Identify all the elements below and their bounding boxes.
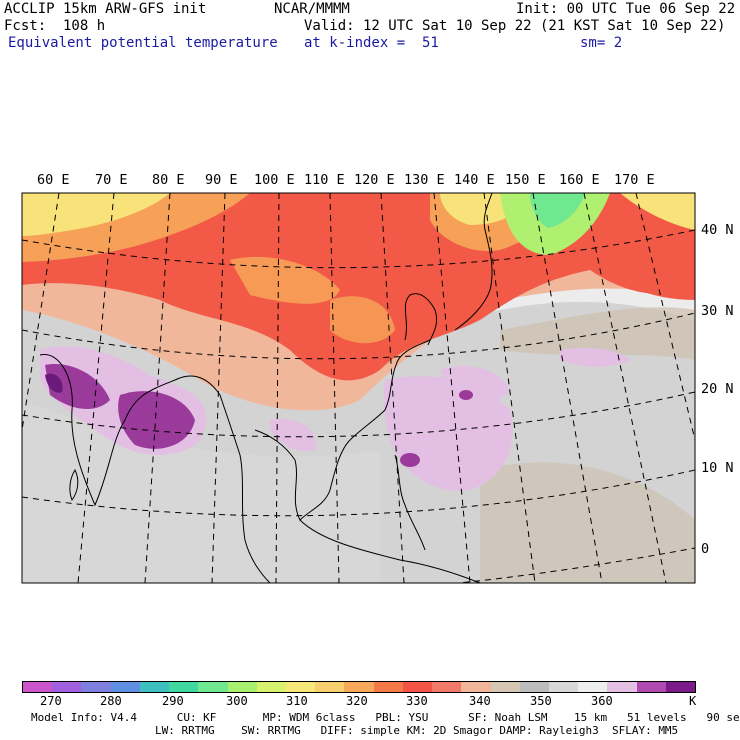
tan-band [500, 307, 695, 360]
meridian [635, 193, 695, 441]
coastline-japan [454, 193, 493, 331]
colorbar-swatch [285, 682, 316, 692]
colorbar-swatch [23, 682, 53, 692]
colorbar-label: 300 [226, 694, 248, 708]
colorbar-swatch [636, 682, 666, 692]
lon-label: 90 E [205, 172, 238, 188]
meridian [583, 193, 667, 583]
meridian [22, 193, 60, 431]
yellow-region [22, 193, 170, 236]
coastline-philippines [394, 454, 426, 551]
graticule [22, 193, 695, 583]
colorbar-swatch [665, 682, 696, 692]
typhoon-core [459, 390, 473, 400]
smoothing-label: sm= 2 [580, 35, 623, 51]
lon-label: 170 E [614, 172, 655, 188]
magenta-region [118, 391, 195, 449]
colorbar-swatch [198, 682, 228, 692]
typhoon-core [400, 453, 420, 467]
colorbar-swatch [490, 682, 520, 692]
lon-label: 120 E [354, 172, 395, 188]
lat-label: 10 N [701, 460, 734, 476]
coastline-maritime [299, 519, 481, 583]
lat-label: 30 N [701, 303, 734, 319]
colorbar-swatch [110, 682, 140, 692]
lon-label: 150 E [505, 172, 546, 188]
gray-band [22, 400, 380, 583]
colorbar-swatch [402, 682, 433, 692]
lon-label: 70 E [95, 172, 128, 188]
colorbar-swatch [548, 682, 579, 692]
colorbar [22, 681, 696, 693]
colorbar-swatch [169, 682, 199, 692]
colorbar-label: 310 [286, 694, 308, 708]
coastlines [39, 193, 493, 583]
lat-label: 20 N [701, 381, 734, 397]
lavender-region [440, 366, 510, 405]
parallel [200, 547, 695, 583]
coastline-south-asia [39, 354, 271, 583]
colorbar-swatch [519, 682, 549, 692]
lon-label: 100 E [254, 172, 295, 188]
colorbar-swatch [578, 682, 608, 692]
meridian [532, 193, 603, 583]
colorbar-swatch [81, 682, 111, 692]
colorbar-swatch [315, 682, 345, 692]
lon-label: 60 E [37, 172, 70, 188]
valid-time: Valid: 12 UTC Sat 10 Sep 22 (21 KST Sat … [304, 18, 726, 34]
coastline-sri-lanka [69, 468, 79, 502]
colorbar-label: 270 [40, 694, 62, 708]
lon-label: 140 E [454, 172, 495, 188]
colorbar-label: 360 [591, 694, 613, 708]
yellow-patch [620, 193, 695, 230]
colorbar-label: 340 [469, 694, 491, 708]
coastline-korea [404, 293, 438, 346]
map-field [22, 193, 695, 583]
lon-label: 130 E [404, 172, 445, 188]
colorbar-swatch [373, 682, 403, 692]
model-info-line1: Model Info: V4.4 CU: KF MP: WDM 6class P… [31, 711, 740, 724]
dark-purple-core [45, 373, 63, 393]
lavender-patch [560, 348, 630, 367]
model-info-line2: LW: RRTMG SW: RRTMG DIFF: simple KM: 2D … [155, 724, 679, 737]
colorbar-swatch [607, 682, 637, 692]
red-region-east [600, 225, 695, 300]
colorbar-label: 290 [162, 694, 184, 708]
colorbar-label: 280 [100, 694, 122, 708]
colorbar-label: 330 [406, 694, 428, 708]
lon-label: 160 E [559, 172, 600, 188]
forecast-hour: Fcst: 108 h [4, 18, 106, 34]
lavender-patch [270, 419, 316, 452]
colorbar-label: 350 [530, 694, 552, 708]
green-core [530, 193, 585, 228]
field-name: Equivalent potential temperature [8, 35, 278, 51]
coastline-indochina-china [254, 339, 431, 521]
tan-band [480, 462, 695, 583]
orange-patch [330, 296, 395, 344]
lat-label: 0 [701, 541, 710, 557]
colorbar-swatch [461, 682, 491, 692]
lon-label: 110 E [304, 172, 345, 188]
model-title: ACCLIP 15km ARW-GFS init [4, 1, 207, 17]
magenta-region [45, 364, 110, 410]
colorbar-label: 320 [346, 694, 368, 708]
colorbar-swatch [139, 682, 170, 692]
colorbar-swatch [432, 682, 462, 692]
center-label: NCAR/MMMM [274, 1, 350, 17]
lon-label: 80 E [152, 172, 185, 188]
map-frame [21, 192, 696, 584]
colorbar-unit: K [689, 694, 697, 708]
colorbar-swatch [256, 682, 286, 692]
orange-patch [230, 256, 340, 304]
level-label: at k-index = 51 [304, 35, 439, 51]
lat-label: 40 N [701, 222, 734, 238]
colorbar-swatch [344, 682, 374, 692]
colorbar-swatch [227, 682, 257, 692]
init-time: Init: 00 UTC Tue 06 Sep 22 [516, 1, 736, 17]
colorbar-swatch [52, 682, 82, 692]
